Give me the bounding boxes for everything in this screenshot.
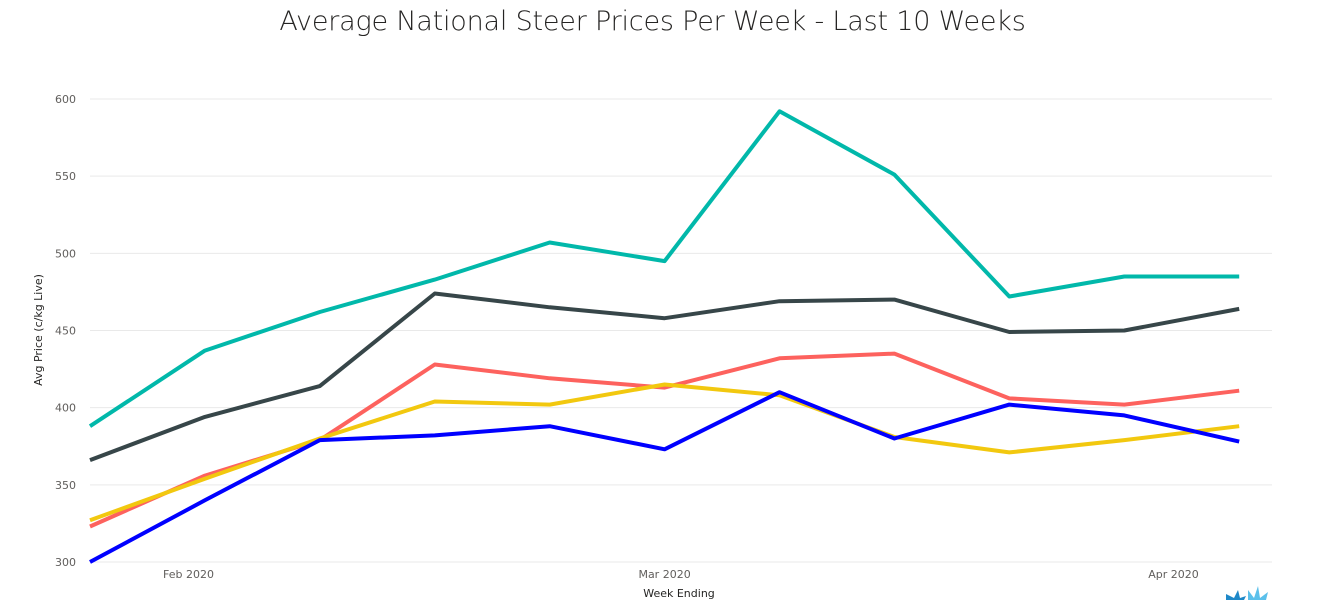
y-tick-label: 450 <box>55 325 76 338</box>
y-tick-label: 300 <box>55 556 76 569</box>
gridlines <box>90 98 1272 563</box>
series-line-1 <box>88 109 1240 428</box>
series-line-2 <box>89 291 1240 462</box>
y-tick-label: 550 <box>55 170 76 183</box>
y-tick-label: 400 <box>55 402 76 415</box>
y-tick-label: 500 <box>55 247 76 260</box>
chart-title: Average National Steer Prices Per Week -… <box>279 6 1026 37</box>
y-axis-title: Avg Price (c/kg Live) <box>32 274 45 386</box>
brand-logo-icon <box>1226 586 1268 600</box>
x-axis-ticks: Feb 2020 Mar 2020 Apr 2020 <box>163 568 1199 581</box>
y-tick-label: 350 <box>55 479 76 492</box>
x-axis-title: Week Ending <box>643 587 715 600</box>
series-line-4 <box>89 382 1240 523</box>
series-lines <box>88 109 1240 564</box>
y-axis-ticks: 300 350 400 450 500 550 600 <box>55 93 76 569</box>
x-tick-label: Feb 2020 <box>163 568 214 581</box>
series-line-5 <box>89 390 1240 564</box>
x-tick-label: Apr 2020 <box>1148 568 1199 581</box>
y-tick-label: 600 <box>55 93 76 106</box>
series-line-3 <box>89 351 1240 529</box>
x-tick-label: Mar 2020 <box>638 568 690 581</box>
